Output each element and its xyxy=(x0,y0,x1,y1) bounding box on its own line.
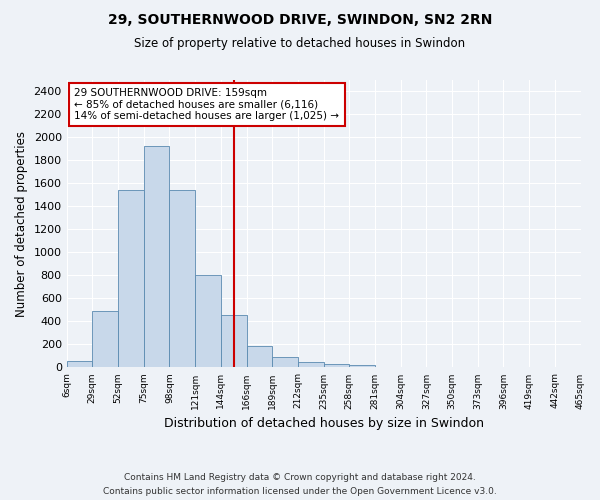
X-axis label: Distribution of detached houses by size in Swindon: Distribution of detached houses by size … xyxy=(164,417,484,430)
Text: Contains public sector information licensed under the Open Government Licence v3: Contains public sector information licen… xyxy=(103,488,497,496)
Bar xyxy=(195,276,221,368)
Bar xyxy=(221,314,247,368)
Bar xyxy=(272,356,298,368)
Bar xyxy=(118,190,144,368)
Bar xyxy=(67,360,92,368)
Bar xyxy=(349,365,375,368)
Bar xyxy=(169,190,195,368)
Bar xyxy=(144,146,169,368)
Text: Contains HM Land Registry data © Crown copyright and database right 2024.: Contains HM Land Registry data © Crown c… xyxy=(124,472,476,482)
Text: 29, SOUTHERNWOOD DRIVE, SWINDON, SN2 2RN: 29, SOUTHERNWOOD DRIVE, SWINDON, SN2 2RN xyxy=(108,12,492,26)
Bar xyxy=(298,362,323,368)
Bar xyxy=(323,364,349,368)
Text: 29 SOUTHERNWOOD DRIVE: 159sqm
← 85% of detached houses are smaller (6,116)
14% o: 29 SOUTHERNWOOD DRIVE: 159sqm ← 85% of d… xyxy=(74,88,340,121)
Y-axis label: Number of detached properties: Number of detached properties xyxy=(15,130,28,316)
Bar xyxy=(92,311,118,368)
Bar xyxy=(247,346,272,368)
Text: Size of property relative to detached houses in Swindon: Size of property relative to detached ho… xyxy=(134,38,466,51)
